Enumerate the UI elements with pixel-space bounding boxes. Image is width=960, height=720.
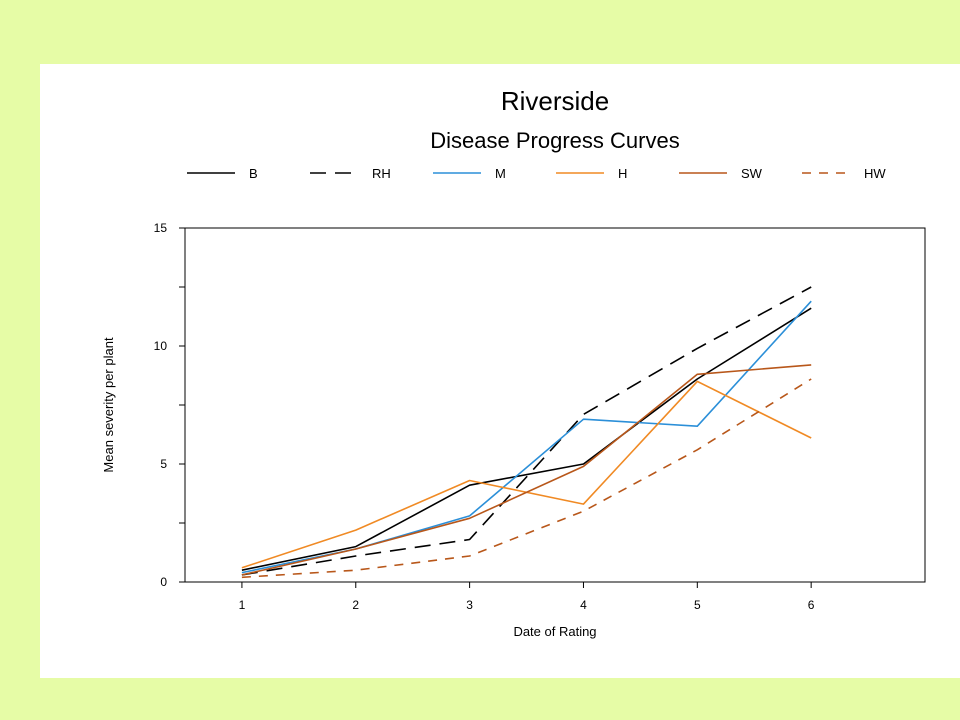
x-tick-label: 4 (580, 598, 587, 612)
legend-label-sw: SW (741, 166, 763, 181)
y-tick-label: 10 (154, 339, 168, 353)
x-tick-label: 3 (466, 598, 473, 612)
legend: B RH M H SW HW (187, 166, 886, 181)
y-tick-label: 15 (154, 221, 168, 235)
series-line-hw (241, 378, 812, 579)
series-lines (241, 286, 812, 579)
series-line-b (241, 307, 812, 571)
legend-label-m: M (495, 166, 506, 181)
legend-label-hw: HW (864, 166, 886, 181)
x-axis-label: Date of Rating (513, 624, 596, 639)
line-chart: Riverside Disease Progress Curves B RH M H S… (101, 86, 926, 639)
y-tick-label: 5 (160, 457, 167, 471)
chart-panel: Riverside Disease Progress Curves B RH M H S… (40, 64, 960, 678)
legend-label-h: H (618, 166, 627, 181)
x-tick-label: 1 (239, 598, 246, 612)
legend-label-b: B (249, 166, 258, 181)
plot-area (184, 227, 926, 583)
x-tick-label: 5 (694, 598, 701, 612)
legend-label-rh: RH (372, 166, 391, 181)
series-line-rh (241, 286, 812, 576)
series-line-m (241, 300, 812, 574)
y-tick-label: 0 (160, 575, 167, 589)
chart-subtitle: Disease Progress Curves (430, 128, 679, 153)
series-line-sw (241, 364, 812, 576)
x-tick-label: 2 (352, 598, 359, 612)
x-tick-label: 6 (808, 598, 815, 612)
y-axis-label: Mean severity per plant (101, 337, 116, 473)
chart-title: Riverside (501, 86, 609, 116)
axis-ticks: 1 2 3 4 5 6 0 5 10 15 (154, 221, 815, 612)
